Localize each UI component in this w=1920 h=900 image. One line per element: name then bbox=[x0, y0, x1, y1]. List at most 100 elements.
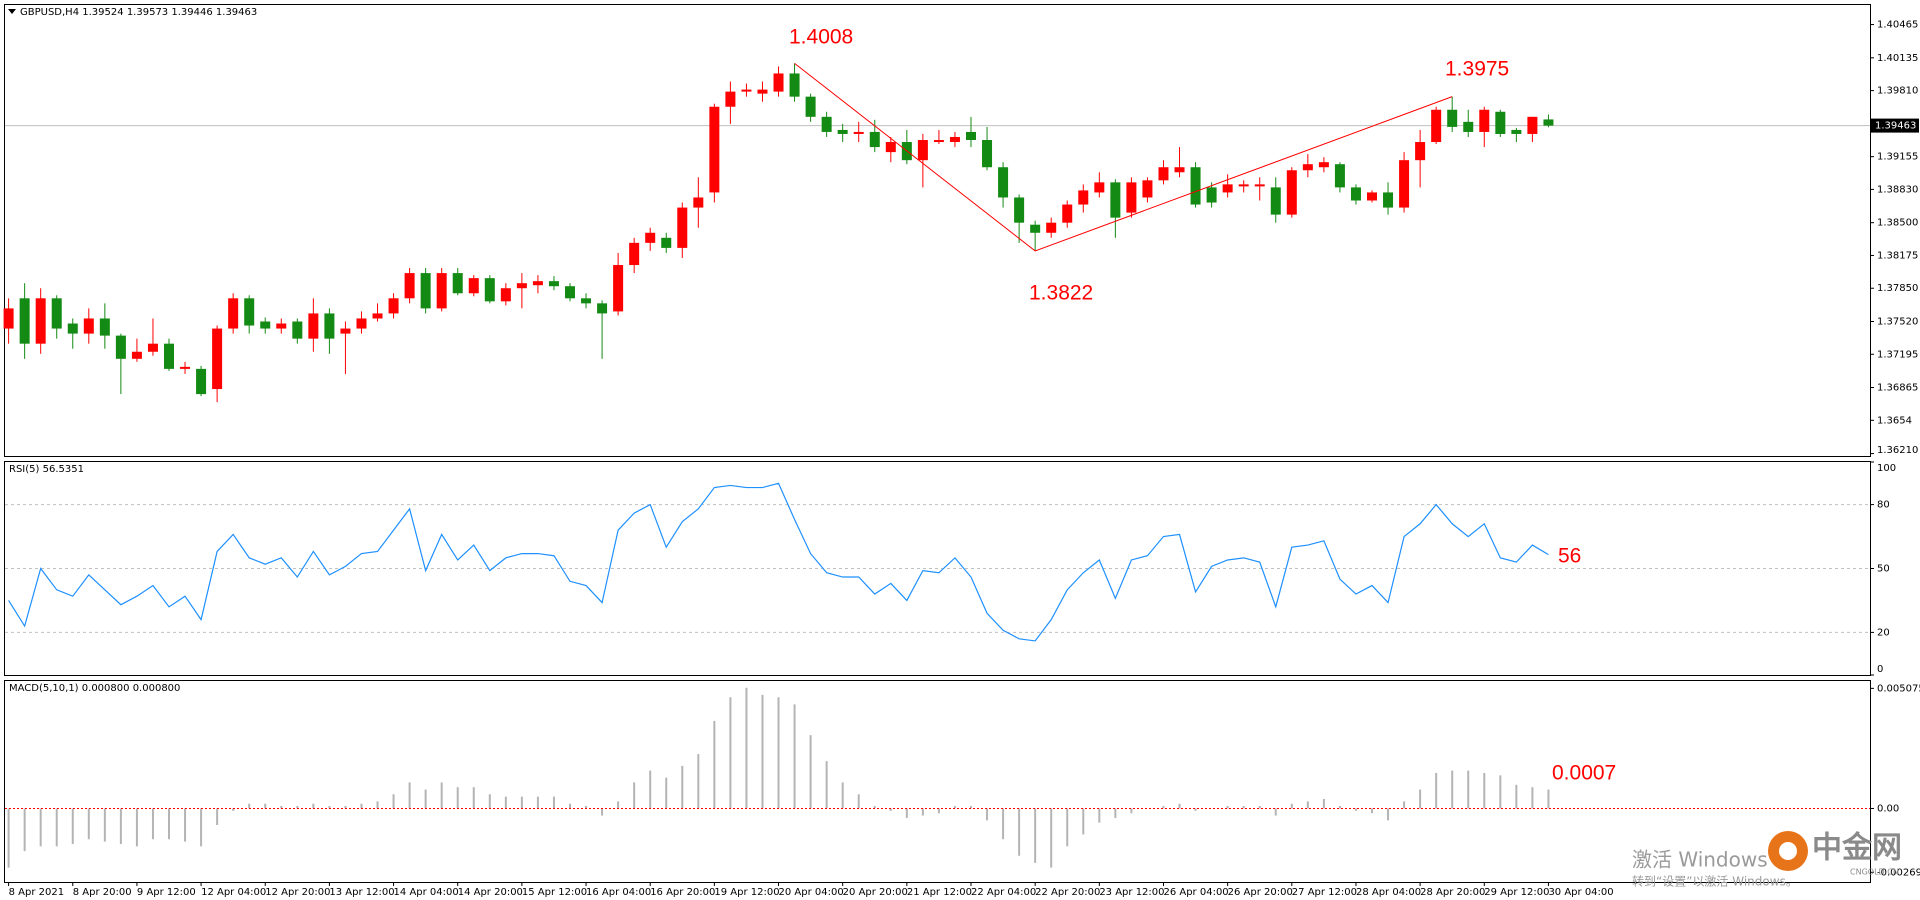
y-tick-label: 1.38175 bbox=[1877, 250, 1918, 261]
y-tick-label: 20 bbox=[1877, 627, 1890, 638]
candle-body bbox=[1238, 184, 1249, 187]
candle-body bbox=[1078, 190, 1089, 205]
x-tick-label: 19 Apr 12:00 bbox=[714, 887, 779, 898]
zigzag-line bbox=[794, 62, 1453, 252]
candle-body bbox=[1318, 162, 1329, 168]
macd-last: 0.000800 bbox=[82, 683, 130, 694]
x-tick-label: 14 Apr 20:00 bbox=[458, 887, 523, 898]
candle-body bbox=[1415, 142, 1426, 161]
candle-body bbox=[516, 283, 527, 289]
price-label-box bbox=[1871, 118, 1919, 133]
candle-body bbox=[1222, 184, 1233, 193]
menu-arrow[interactable] bbox=[8, 9, 16, 14]
candle-body bbox=[51, 298, 62, 329]
candle-body bbox=[1334, 164, 1345, 188]
x-tick-label: 16 Apr 04:00 bbox=[586, 887, 651, 898]
x-tick-label: 15 Apr 12:00 bbox=[522, 887, 587, 898]
candle-body bbox=[324, 313, 335, 339]
candle-body bbox=[1495, 111, 1506, 134]
y-tick-label: 1.39810 bbox=[1877, 86, 1918, 97]
candle-body bbox=[420, 273, 431, 309]
last-close: 1.39463 bbox=[216, 7, 257, 18]
x-tick-label: 29 Apr 12:00 bbox=[1484, 887, 1549, 898]
last-low: 1.39446 bbox=[171, 7, 212, 18]
candle-body bbox=[276, 323, 287, 329]
candle-body bbox=[933, 140, 944, 143]
y-tick-label: 1.38500 bbox=[1877, 218, 1918, 229]
candle-body bbox=[196, 368, 207, 395]
x-tick-label: 20 Apr 04:00 bbox=[779, 887, 844, 898]
y-tick-label: 1.37520 bbox=[1877, 316, 1918, 327]
rsi-last: 56.5351 bbox=[43, 464, 84, 475]
candle-body bbox=[1110, 182, 1121, 218]
y-tick-label: 100 bbox=[1877, 463, 1896, 474]
candle-body bbox=[581, 298, 592, 304]
candle-body bbox=[404, 273, 415, 299]
rsi-header: RSI(5) 56.5351 bbox=[9, 464, 84, 475]
candle-body bbox=[308, 313, 319, 339]
candle-body bbox=[1254, 184, 1265, 187]
y-tick-label: 1.37850 bbox=[1877, 283, 1918, 294]
candle-body bbox=[1350, 187, 1361, 201]
candle-body bbox=[725, 91, 736, 107]
macd-title: MACD(5,10,1) bbox=[9, 683, 79, 694]
last-high: 1.39573 bbox=[127, 7, 168, 18]
candle-body bbox=[388, 298, 399, 314]
candle-body bbox=[565, 286, 575, 299]
candle-body bbox=[19, 298, 30, 344]
candle-body bbox=[164, 343, 174, 369]
candle-body bbox=[436, 273, 447, 309]
x-tick-label: 26 Apr 04:00 bbox=[1163, 887, 1228, 898]
rsi-line bbox=[8, 482, 1549, 642]
candle-body bbox=[1399, 160, 1410, 208]
candle-body bbox=[1527, 116, 1538, 134]
candle-body bbox=[1270, 187, 1281, 215]
activate-hint: 转到“设置”以激活 Windows。 bbox=[1632, 874, 1798, 889]
x-tick-label: 26 Apr 20:00 bbox=[1228, 887, 1293, 898]
candle-body bbox=[821, 116, 832, 132]
y-tick-label: 1.3654 bbox=[1877, 415, 1912, 426]
x-tick-label: 22 Apr 04:00 bbox=[971, 887, 1036, 898]
annotation: 1.3975 bbox=[1445, 58, 1509, 81]
candle-body bbox=[500, 288, 511, 302]
activate-text: 激活 Windows bbox=[1632, 848, 1768, 872]
x-tick-label: 13 Apr 12:00 bbox=[329, 887, 394, 898]
candle-body bbox=[1431, 109, 1442, 143]
y-tick-label: 0.00 bbox=[1877, 803, 1899, 814]
candle-body bbox=[789, 73, 800, 97]
x-tick-label: 23 Apr 12:00 bbox=[1099, 887, 1164, 898]
candle-body bbox=[1206, 187, 1217, 203]
x-tick-label: 8 Apr 2021 bbox=[9, 887, 64, 898]
candle-body bbox=[741, 89, 752, 92]
x-tick-label: 28 Apr 20:00 bbox=[1420, 887, 1485, 898]
candle-body bbox=[597, 303, 608, 314]
candle-body bbox=[757, 89, 768, 94]
candle-body bbox=[244, 298, 255, 326]
candle-body bbox=[1030, 224, 1041, 233]
candle-body bbox=[468, 278, 479, 294]
macd-header: MACD(5,10,1) 0.000800 0.000800 bbox=[9, 683, 180, 694]
y-tick-label: 0 bbox=[1877, 664, 1883, 675]
candle-body bbox=[805, 96, 816, 117]
candle-body bbox=[131, 351, 142, 359]
candle-body bbox=[147, 343, 158, 352]
last-open: 1.39524 bbox=[82, 7, 123, 18]
x-tick-label: 28 Apr 04:00 bbox=[1356, 887, 1421, 898]
x-tick-label: 30 Apr 04:00 bbox=[1548, 887, 1613, 898]
candle-body bbox=[613, 265, 624, 312]
candle-body bbox=[661, 237, 672, 248]
candle-body bbox=[67, 323, 78, 334]
candle-body bbox=[1302, 164, 1313, 171]
candle-body bbox=[1158, 167, 1169, 181]
candle-body bbox=[372, 313, 383, 319]
y-tick-label: -0.002697 bbox=[1877, 867, 1920, 878]
candle-body bbox=[869, 131, 880, 148]
candle-body bbox=[1447, 109, 1458, 127]
y-tick-label: 50 bbox=[1877, 564, 1890, 575]
y-tick-label: 80 bbox=[1877, 500, 1890, 511]
price-panel-frame bbox=[4, 4, 1871, 457]
candle-body bbox=[340, 328, 351, 334]
price-header: GBPUSD,H4 1.39524 1.39573 1.39446 1.3946… bbox=[20, 7, 257, 18]
